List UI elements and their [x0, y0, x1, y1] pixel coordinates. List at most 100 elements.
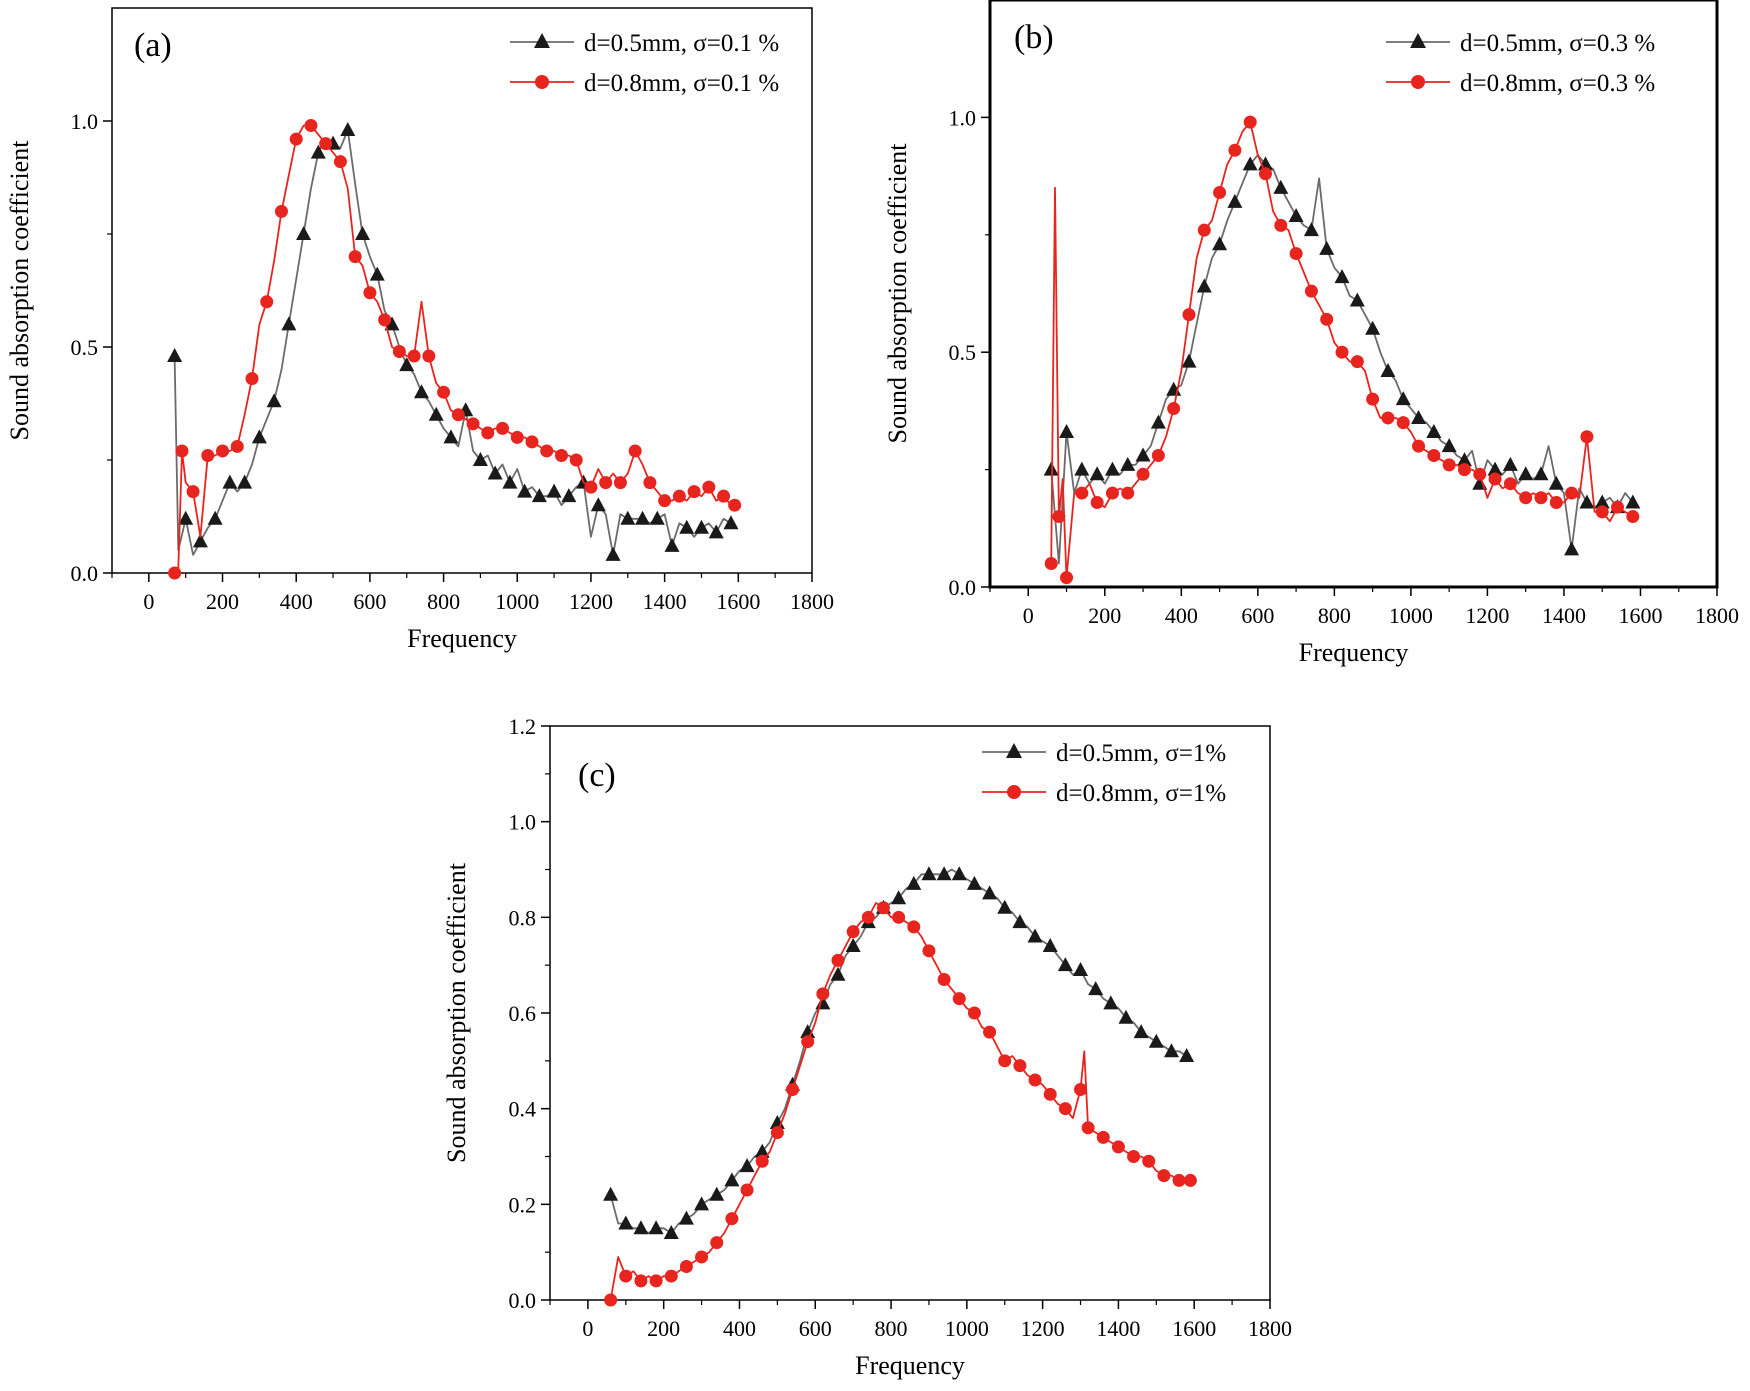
data-point-circle	[801, 1035, 815, 1049]
data-point-circle	[1074, 1083, 1088, 1097]
data-point-circle	[1228, 143, 1242, 157]
data-point-circle	[1151, 449, 1165, 463]
chart-panel-c: 0 200 400 600 800 1000 1200 1400 1600 1800 0.0 0.2 0…	[442, 714, 1292, 1380]
data-point-circle	[1304, 284, 1318, 298]
x-tick-label: 600	[1241, 603, 1274, 628]
data-point-circle	[216, 444, 230, 458]
data-point-circle	[1060, 571, 1074, 585]
x-tick-label: 1000	[495, 589, 539, 614]
data-point-circle	[634, 1274, 648, 1288]
data-point-triangle	[1426, 424, 1442, 439]
data-point-circle	[1580, 430, 1594, 444]
data-point-circle	[1013, 1059, 1027, 1073]
data-point-circle	[1396, 416, 1410, 430]
data-point-triangle	[605, 546, 621, 561]
data-point-circle	[1090, 495, 1104, 509]
legend-label-1: d=0.5mm, σ=0.1 %	[584, 30, 779, 57]
legend-marker-triangle	[534, 33, 550, 48]
panel-label: (b)	[1014, 19, 1054, 56]
data-point-triangle	[178, 510, 194, 525]
series-line-1	[173, 129, 736, 556]
data-point-circle	[319, 137, 333, 151]
data-point-triangle	[192, 533, 208, 548]
data-point-triangle	[1411, 409, 1427, 424]
data-point-circle	[728, 498, 742, 512]
data-point-triangle	[664, 537, 680, 552]
data-point-circle	[1258, 167, 1272, 181]
data-point-triangle	[1118, 1009, 1134, 1024]
data-point-circle	[451, 408, 465, 422]
data-point-circle	[1096, 1130, 1110, 1144]
data-point-triangle	[1042, 938, 1058, 953]
data-point-triangle	[708, 524, 724, 539]
data-point-circle	[679, 1260, 693, 1274]
data-point-triangle	[633, 1220, 649, 1235]
legend-label-2: d=0.8mm, σ=1%	[1056, 780, 1226, 807]
data-point-circle	[1075, 486, 1089, 500]
data-point-circle	[1412, 439, 1426, 453]
data-point-triangle	[1502, 456, 1518, 471]
y-tick-label: 0.0	[949, 575, 977, 600]
data-point-triangle	[982, 885, 998, 900]
data-point-circle	[437, 385, 451, 399]
data-point-triangle	[649, 510, 665, 525]
legend-marker-triangle	[1006, 743, 1022, 758]
data-point-circle	[1427, 449, 1441, 463]
data-point-circle	[289, 132, 303, 146]
data-point-triangle	[1163, 1043, 1179, 1058]
data-point-circle	[831, 953, 845, 967]
x-tick-label: 1200	[1021, 1316, 1065, 1341]
data-point-triangle	[222, 474, 238, 489]
panel-label: (a)	[134, 27, 172, 64]
data-point-circle	[998, 1054, 1012, 1068]
data-point-circle	[1457, 463, 1471, 477]
data-point-circle	[786, 1083, 800, 1097]
legend-marker-triangle	[1410, 33, 1426, 48]
data-point-triangle	[1073, 961, 1089, 976]
data-point-triangle	[1043, 461, 1059, 476]
data-point-circle	[1197, 223, 1211, 237]
x-tick-label: 0	[143, 589, 154, 614]
data-point-triangle	[1059, 424, 1075, 439]
data-point-circle	[510, 430, 524, 444]
series-line-1	[1050, 154, 1638, 565]
data-point-circle	[619, 1269, 633, 1283]
x-tick-label: 1800	[1695, 603, 1739, 628]
data-point-triangle	[1179, 1048, 1195, 1063]
data-point-triangle	[1380, 362, 1396, 377]
data-point-triangle	[1135, 447, 1151, 462]
data-point-triangle	[1395, 391, 1411, 406]
data-point-circle	[1058, 1102, 1072, 1116]
data-point-circle	[1503, 477, 1517, 491]
data-point-triangle	[1456, 452, 1472, 467]
x-tick-label: 1200	[569, 589, 613, 614]
data-point-circle	[672, 489, 686, 503]
x-tick-label: 1400	[1542, 603, 1586, 628]
data-point-triangle	[1319, 240, 1335, 255]
data-point-circle	[407, 349, 421, 363]
series-line-2	[173, 124, 735, 574]
legend-marker-circle	[535, 75, 549, 89]
y-tick-label: 0.0	[71, 561, 99, 586]
x-tick-label: 400	[723, 1316, 756, 1341]
data-point-circle	[1595, 505, 1609, 519]
legend-label-1: d=0.5mm, σ=0.3 %	[1460, 30, 1655, 57]
y-tick-label: 0.5	[71, 335, 99, 360]
data-point-circle	[1519, 491, 1533, 505]
panel-label: (c)	[578, 757, 616, 794]
plot-frame	[549, 725, 1271, 1301]
data-point-circle	[260, 295, 274, 309]
data-point-triangle	[207, 510, 223, 525]
data-point-triangle	[296, 226, 312, 240]
data-point-triangle	[1057, 957, 1073, 972]
x-tick-label: 600	[799, 1316, 832, 1341]
data-point-circle	[740, 1183, 754, 1197]
data-point-circle	[1111, 1140, 1125, 1154]
data-point-circle	[348, 250, 362, 264]
data-point-circle	[540, 444, 554, 458]
x-tick-label: 800	[1318, 603, 1351, 628]
y-axis-title: Sound absorption coefficient	[442, 862, 471, 1163]
data-point-triangle	[724, 1172, 740, 1187]
data-point-triangle	[921, 866, 937, 881]
